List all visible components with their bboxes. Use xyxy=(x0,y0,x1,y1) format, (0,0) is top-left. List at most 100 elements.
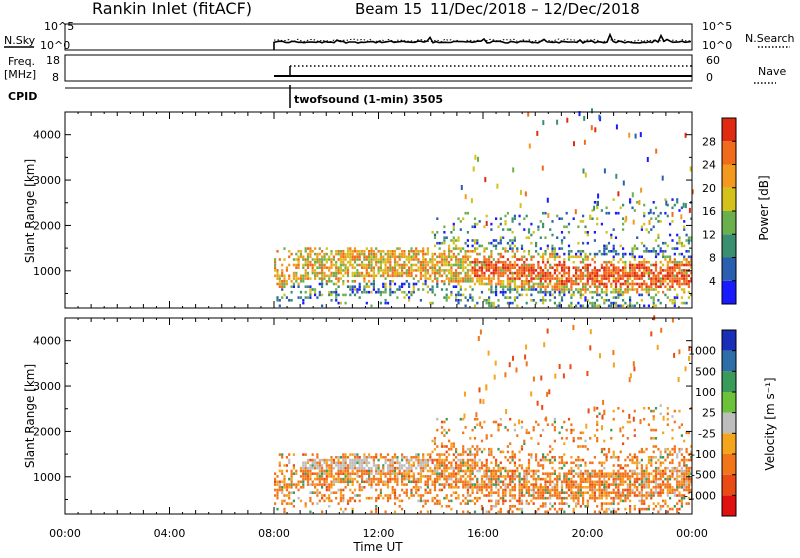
heatmap-cell xyxy=(622,255,625,259)
heatmap-cell xyxy=(617,293,620,297)
heatmap-cell xyxy=(382,274,385,278)
heatmap-cell xyxy=(450,293,453,297)
heatmap-cell xyxy=(389,258,392,261)
heatmap-cell xyxy=(370,263,373,267)
heatmap-cell xyxy=(570,491,573,494)
heatmap-cell xyxy=(433,477,437,481)
heatmap-cell xyxy=(593,239,596,242)
heatmap-cell xyxy=(512,167,515,173)
heatmap-cell xyxy=(393,491,397,494)
heatmap-cell xyxy=(478,466,481,470)
heatmap-cell xyxy=(584,282,587,286)
velocity-x-axis xyxy=(64,318,693,514)
heatmap-cell xyxy=(657,491,660,494)
heatmap-cell xyxy=(654,456,658,459)
heatmap-cell xyxy=(295,271,298,275)
heatmap-cell xyxy=(520,288,524,291)
heatmap-cell xyxy=(643,260,646,264)
heatmap-cell xyxy=(586,371,589,376)
heatmap-cell xyxy=(469,447,472,451)
heatmap-cell xyxy=(671,466,674,470)
heatmap-cell xyxy=(603,290,606,294)
heatmap-cell xyxy=(382,258,385,261)
heatmap-cell xyxy=(542,252,545,256)
heatmap-cell xyxy=(391,280,394,283)
heatmap-cell xyxy=(504,271,507,275)
heatmap-cell xyxy=(563,453,566,456)
heatmap-cell xyxy=(551,480,554,484)
heatmap-cell xyxy=(605,483,608,486)
heatmap-cell xyxy=(626,420,629,424)
heatmap-cell xyxy=(577,458,580,462)
heatmap-cell xyxy=(558,293,561,297)
heatmap-cell xyxy=(490,494,493,497)
heatmap-cell xyxy=(297,282,300,286)
heatmap-cell xyxy=(325,282,328,286)
heatmap-cell xyxy=(572,428,575,432)
heatmap-cell xyxy=(584,486,587,489)
heatmap-cell xyxy=(415,258,418,261)
heatmap-cell xyxy=(480,290,484,294)
heatmap-cell xyxy=(436,231,439,234)
heatmap-cell xyxy=(473,241,477,245)
heatmap-cell xyxy=(584,480,587,484)
heatmap-cell xyxy=(520,499,524,503)
heatmap-cell xyxy=(389,461,392,465)
heatmap-cell xyxy=(342,274,345,278)
heatmap-cell xyxy=(358,469,361,473)
heatmap-cell xyxy=(325,469,328,473)
heatmap-cell xyxy=(361,290,364,294)
heatmap-cell xyxy=(358,255,361,259)
heatmap-cell xyxy=(614,271,618,275)
heatmap-cell xyxy=(582,258,585,261)
heatmap-cell xyxy=(499,423,502,426)
heatmap-cell xyxy=(640,466,643,470)
heatmap-cell xyxy=(511,263,514,267)
heatmap-cell xyxy=(448,244,451,248)
heatmap-cell xyxy=(328,458,331,462)
heatmap-cell xyxy=(673,450,676,454)
heatmap-cell xyxy=(304,250,307,253)
heatmap-cell xyxy=(382,290,385,294)
heatmap-cell xyxy=(325,472,328,475)
heatmap-cell xyxy=(612,271,615,275)
heatmap-cell xyxy=(455,464,458,467)
heatmap-cell xyxy=(645,250,648,253)
heatmap-cell xyxy=(499,510,502,514)
heatmap-cell xyxy=(464,296,467,299)
heatmap-cell xyxy=(438,464,441,467)
heatmap-cell xyxy=(497,274,500,278)
heatmap-cell xyxy=(549,290,552,294)
heatmap-cell xyxy=(358,461,361,465)
heatmap-cell xyxy=(546,453,549,456)
heatmap-cell xyxy=(638,277,641,280)
heatmap-cell xyxy=(401,458,404,462)
heatmap-cell xyxy=(502,450,505,454)
heatmap-cell xyxy=(379,274,382,278)
heatmap-cell xyxy=(678,469,681,473)
heatmap-cell xyxy=(676,480,679,484)
heatmap-cell xyxy=(525,344,528,350)
heatmap-cell xyxy=(318,466,321,470)
heatmap-cell xyxy=(560,288,564,291)
heatmap-cell xyxy=(459,250,462,253)
heatmap-cell xyxy=(563,477,566,481)
heatmap-cell xyxy=(288,255,291,259)
heatmap-cell xyxy=(647,507,650,511)
heatmap-cell xyxy=(572,274,575,278)
heatmap-cell xyxy=(520,494,524,497)
heatmap-cell xyxy=(593,205,596,211)
heatmap-cell xyxy=(384,269,387,272)
heatmap-cell xyxy=(304,466,307,470)
heatmap-cell xyxy=(276,507,279,511)
heatmap-cell xyxy=(431,290,434,294)
heatmap-cell xyxy=(335,299,338,302)
heatmap-cell xyxy=(490,488,493,492)
heatmap-cell xyxy=(401,466,404,470)
heatmap-cell xyxy=(488,453,491,456)
heatmap-cell xyxy=(542,464,545,467)
heatmap-cell xyxy=(332,255,335,259)
heatmap-cell xyxy=(363,290,366,294)
heatmap-cell xyxy=(490,450,493,454)
heatmap-cell xyxy=(591,469,594,473)
